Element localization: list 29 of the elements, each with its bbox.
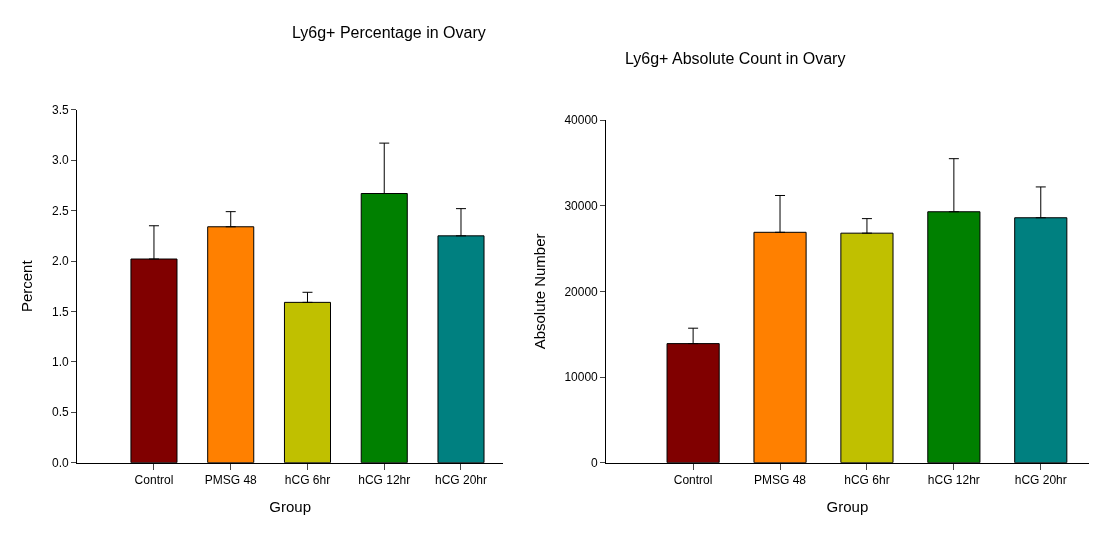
- y-tick-label: 40000: [564, 113, 599, 128]
- y-tick-label: 2.5: [52, 203, 70, 218]
- y-axis-title: Percent: [18, 259, 36, 313]
- x-tick-label: Control: [673, 473, 713, 488]
- y-tick-label: 2.0: [52, 254, 70, 269]
- x-tick-label: Control: [134, 473, 174, 488]
- y-axis-title: Absolute Number: [530, 233, 548, 350]
- x-tick-label: hCG 12hr: [927, 473, 980, 488]
- chart-title: Ly6g+ Percentage in Ovary: [292, 24, 486, 41]
- y-tick-label: 0.0: [52, 455, 70, 470]
- x-axis-title: Group: [269, 498, 312, 516]
- x-tick-label: hCG 12hr: [358, 473, 411, 488]
- chart-title: Ly6g+ Absolute Count in Ovary: [625, 50, 846, 67]
- y-tick-label: 1.0: [52, 355, 70, 370]
- y-tick-label: 10000: [564, 370, 599, 385]
- x-tick-label: PMSG 48: [204, 473, 258, 488]
- x-axis-title: Group: [826, 498, 869, 516]
- x-tick-label: PMSG 48: [754, 473, 807, 488]
- y-tick-label: 3.0: [52, 153, 70, 168]
- y-tick-label: 0.5: [52, 405, 70, 420]
- x-tick-label: hCG 20hr: [1014, 473, 1067, 488]
- x-tick-label: hCG 20hr: [434, 473, 488, 488]
- y-tick-label: 3.5: [52, 103, 70, 118]
- y-tick-label: 0: [591, 455, 599, 470]
- x-tick-label: hCG 6hr: [284, 473, 331, 488]
- y-tick-label: 1.5: [52, 304, 70, 319]
- y-tick-label: 20000: [564, 284, 599, 299]
- y-tick-label: 30000: [564, 198, 599, 213]
- x-tick-label: hCG 6hr: [844, 473, 890, 488]
